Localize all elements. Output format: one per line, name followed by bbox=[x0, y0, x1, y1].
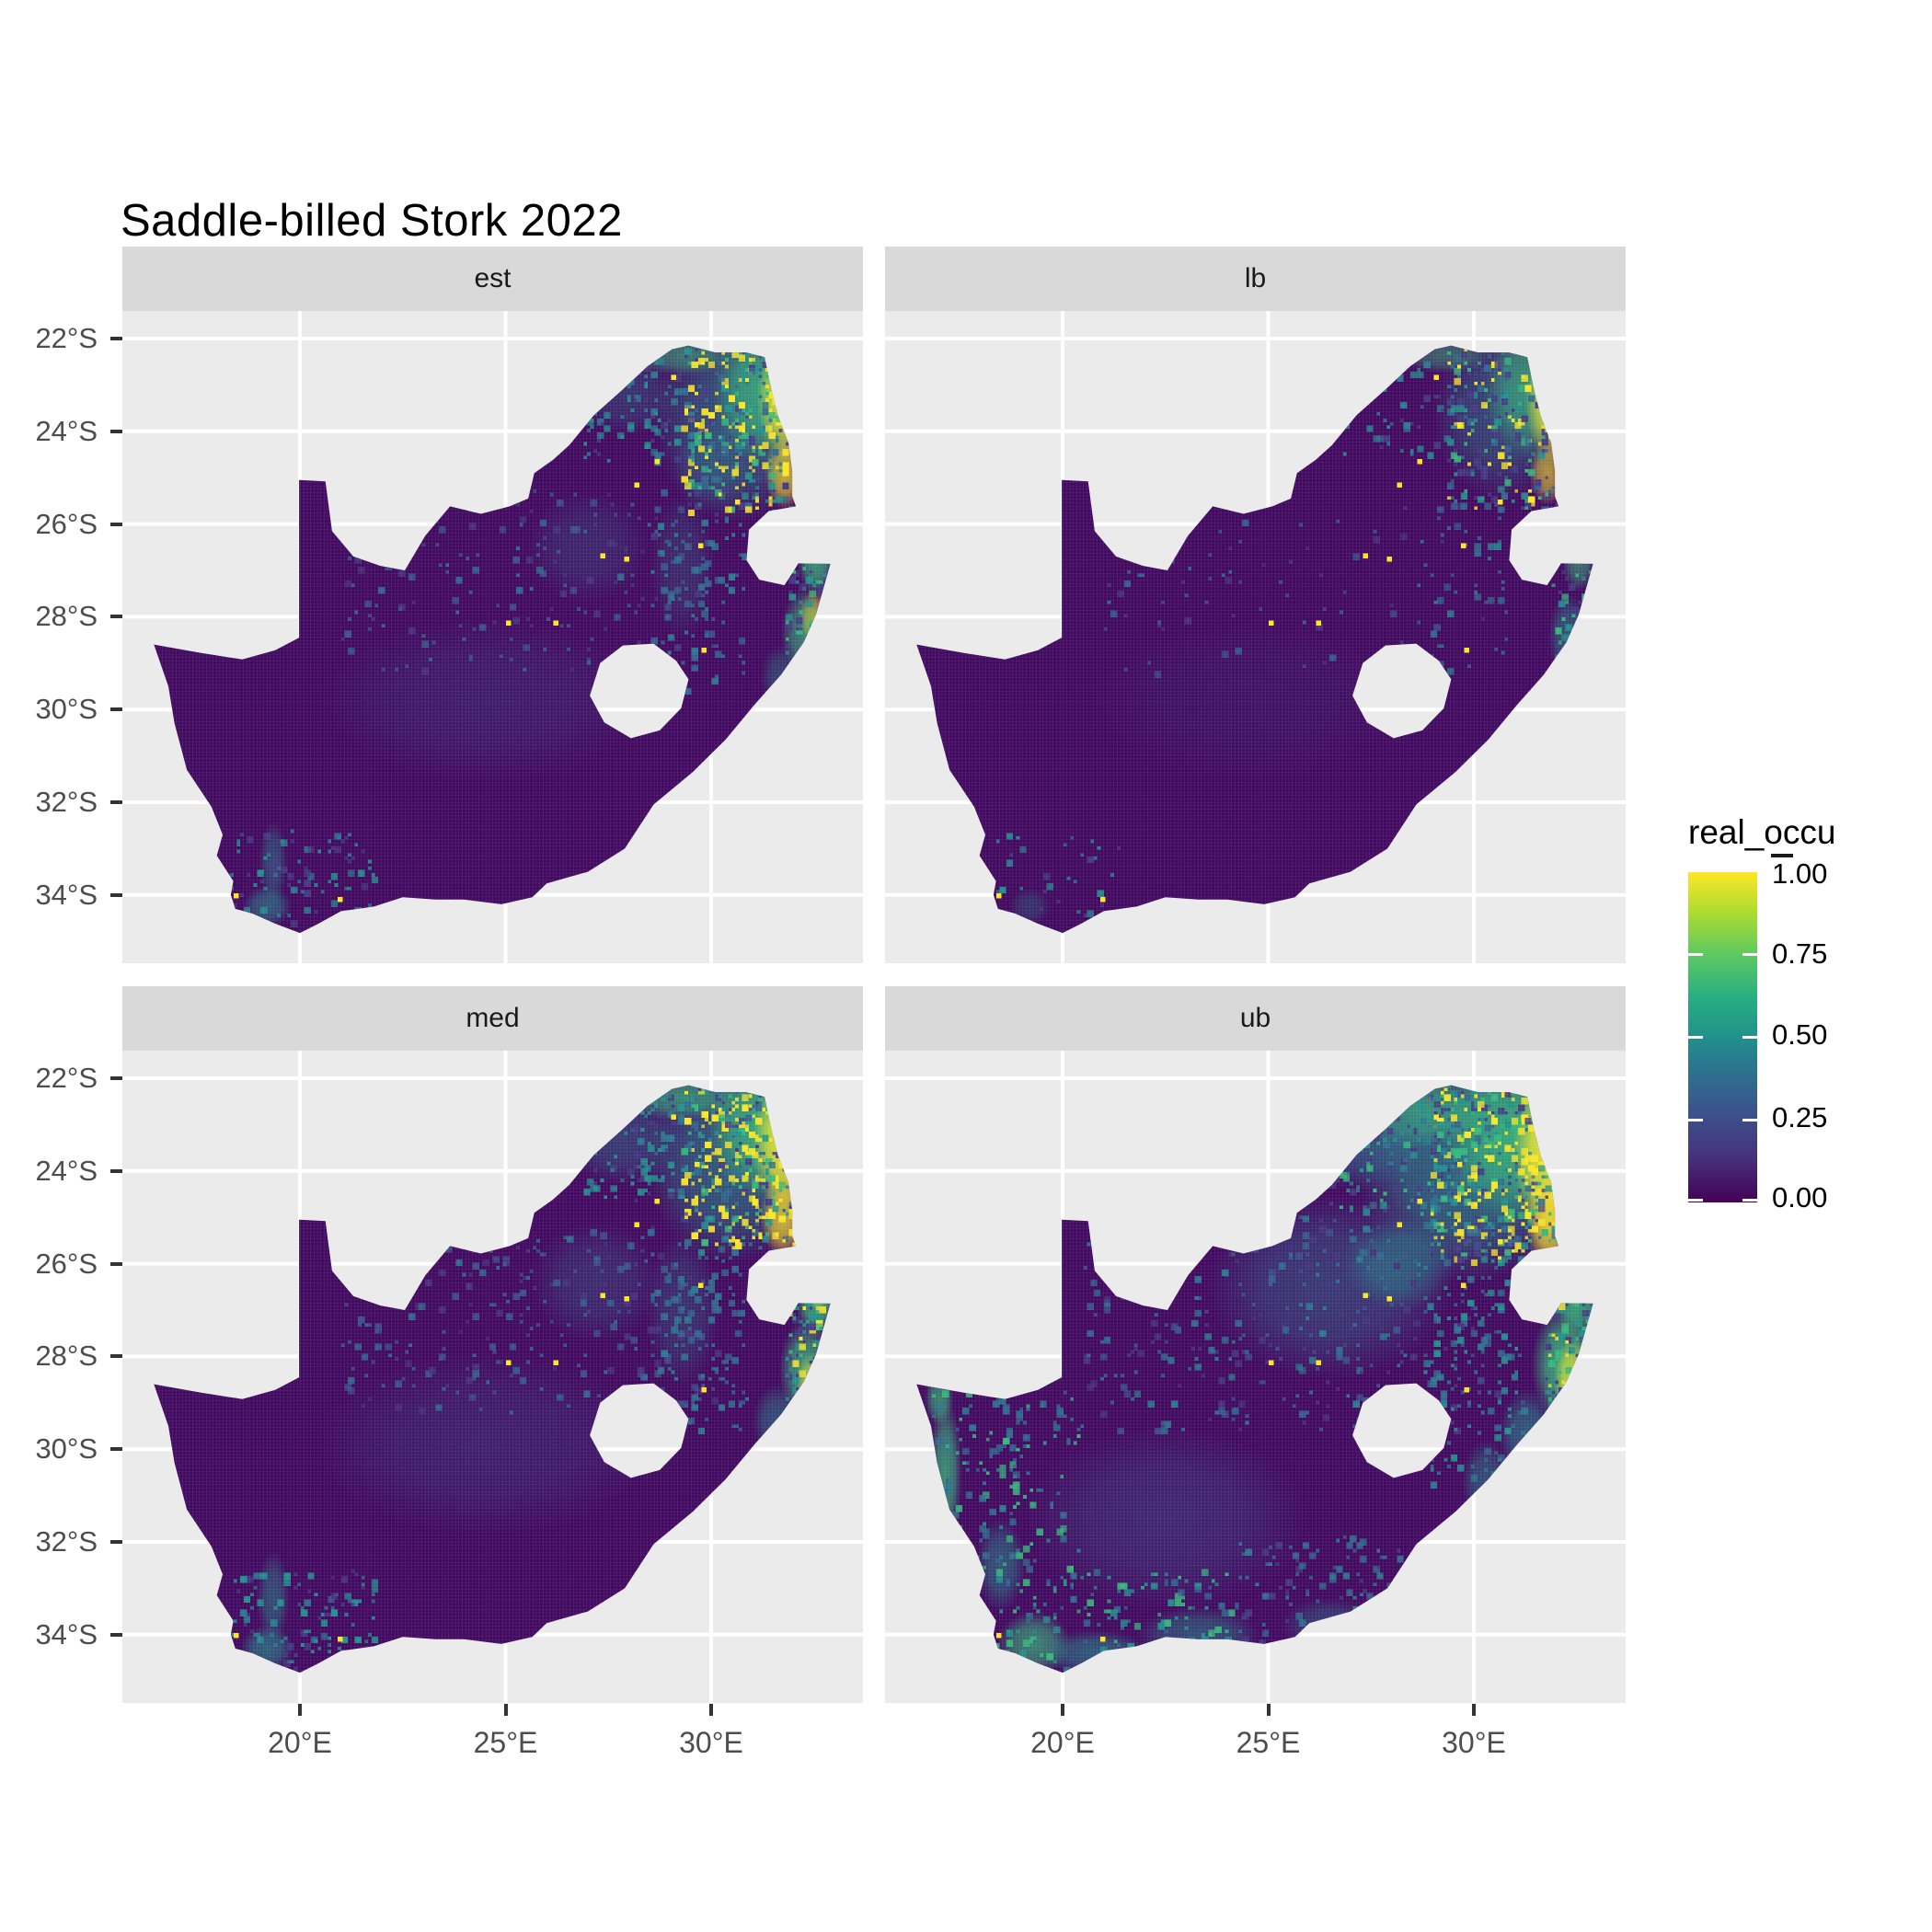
x-axis-tick-mark bbox=[709, 1704, 713, 1716]
y-axis-tick-label: 30°S bbox=[35, 1432, 98, 1466]
plot-title: Saddle-billed Stork 2022 bbox=[121, 196, 623, 246]
y-axis-tick-label: 32°S bbox=[35, 1525, 98, 1558]
y-axis-tick-mark bbox=[110, 707, 122, 712]
y-axis-tick-mark bbox=[110, 1354, 122, 1359]
y-axis-tick-mark bbox=[110, 337, 122, 340]
facet-strip-label: med bbox=[466, 1003, 520, 1033]
high-occupancy-dots bbox=[233, 361, 741, 903]
y-axis-tick-mark bbox=[110, 1632, 122, 1637]
legend-tick-label: 0.25 bbox=[1772, 1101, 1828, 1133]
legend-title: real_occu bbox=[1688, 813, 1836, 851]
x-axis-tick-label: 30°E bbox=[679, 1726, 743, 1759]
y-axis-tick-mark bbox=[110, 1540, 122, 1544]
legend-tick-mark bbox=[1742, 1199, 1757, 1202]
y-axis-tick-label: 22°S bbox=[35, 322, 98, 354]
x-axis-tick-label: 20°E bbox=[1030, 1726, 1095, 1759]
y-axis-tick-mark bbox=[110, 892, 122, 897]
y-axis-tick-label: 34°S bbox=[35, 1617, 98, 1650]
x-axis-tick-label: 30°E bbox=[1442, 1726, 1506, 1759]
y-axis-tick-mark bbox=[110, 522, 122, 526]
facet-strip-med: med bbox=[122, 986, 863, 1051]
facet-strip-label: est bbox=[474, 263, 512, 293]
x-axis-tick-mark bbox=[1472, 1704, 1476, 1716]
y-axis-tick-label: 28°S bbox=[35, 600, 98, 633]
y-axis-tick-label: 24°S bbox=[35, 414, 98, 447]
legend-tick-label: 0.75 bbox=[1772, 937, 1828, 970]
legend-tick-mark bbox=[1688, 1036, 1703, 1039]
legend-tick-label: 1.00 bbox=[1772, 857, 1828, 890]
y-axis-tick-label: 28°S bbox=[35, 1340, 98, 1373]
facet-strip-label: lb bbox=[1244, 263, 1267, 293]
facet-strip-est: est bbox=[122, 247, 863, 311]
facet-strip-ub: ub bbox=[885, 986, 1626, 1051]
legend-tick-mark bbox=[1742, 953, 1757, 956]
legend-tick-mark bbox=[1742, 1036, 1757, 1039]
legend-tick-mark bbox=[1771, 854, 1793, 857]
y-axis-tick-mark bbox=[110, 615, 122, 619]
legend-tick-mark bbox=[1688, 1119, 1703, 1121]
map-panel-med bbox=[122, 1051, 863, 1703]
y-axis-tick-label: 26°S bbox=[35, 1247, 98, 1280]
x-axis-tick-label: 20°E bbox=[268, 1726, 332, 1759]
x-axis-tick-label: 25°E bbox=[1236, 1726, 1301, 1759]
x-axis-tick-label: 25°E bbox=[473, 1726, 538, 1759]
x-axis-tick-mark bbox=[503, 1704, 508, 1716]
y-axis-tick-label: 32°S bbox=[35, 786, 98, 818]
map-svg-ub bbox=[885, 1051, 1626, 1703]
map-panel-est bbox=[122, 311, 863, 963]
y-axis-tick-label: 34°S bbox=[35, 878, 98, 911]
x-axis-tick-mark bbox=[1061, 1704, 1064, 1716]
y-axis-tick-mark bbox=[110, 800, 122, 804]
y-axis-tick-label: 26°S bbox=[35, 507, 98, 540]
map-svg-est bbox=[122, 311, 863, 963]
map-svg-lb bbox=[885, 311, 1626, 963]
x-axis-tick-mark bbox=[1266, 1704, 1271, 1716]
facet-strip-lb: lb bbox=[885, 247, 1626, 311]
x-axis-tick-mark bbox=[298, 1704, 302, 1716]
facet-strip-label: ub bbox=[1239, 1003, 1271, 1033]
y-axis-tick-mark bbox=[110, 1076, 122, 1080]
y-axis-tick-mark bbox=[110, 1447, 122, 1452]
legend-tick-label: 0.00 bbox=[1772, 1181, 1828, 1213]
legend-tick-mark bbox=[1688, 953, 1703, 956]
legend-tick-mark bbox=[1742, 1119, 1757, 1121]
legend-tick-mark bbox=[1688, 1199, 1703, 1202]
legend-tick-label: 0.50 bbox=[1772, 1018, 1828, 1051]
y-axis-tick-label: 30°S bbox=[35, 693, 98, 726]
map-panel-ub bbox=[885, 1051, 1626, 1703]
map-panel-lb bbox=[885, 311, 1626, 963]
y-axis-tick-label: 22°S bbox=[35, 1062, 98, 1094]
y-axis-tick-mark bbox=[110, 429, 122, 433]
y-axis-tick-label: 24°S bbox=[35, 1154, 98, 1187]
high-occupancy-dots bbox=[233, 1100, 741, 1642]
y-axis-tick-mark bbox=[110, 1261, 122, 1266]
y-axis-tick-mark bbox=[110, 1168, 122, 1173]
map-svg-med bbox=[122, 1051, 863, 1703]
